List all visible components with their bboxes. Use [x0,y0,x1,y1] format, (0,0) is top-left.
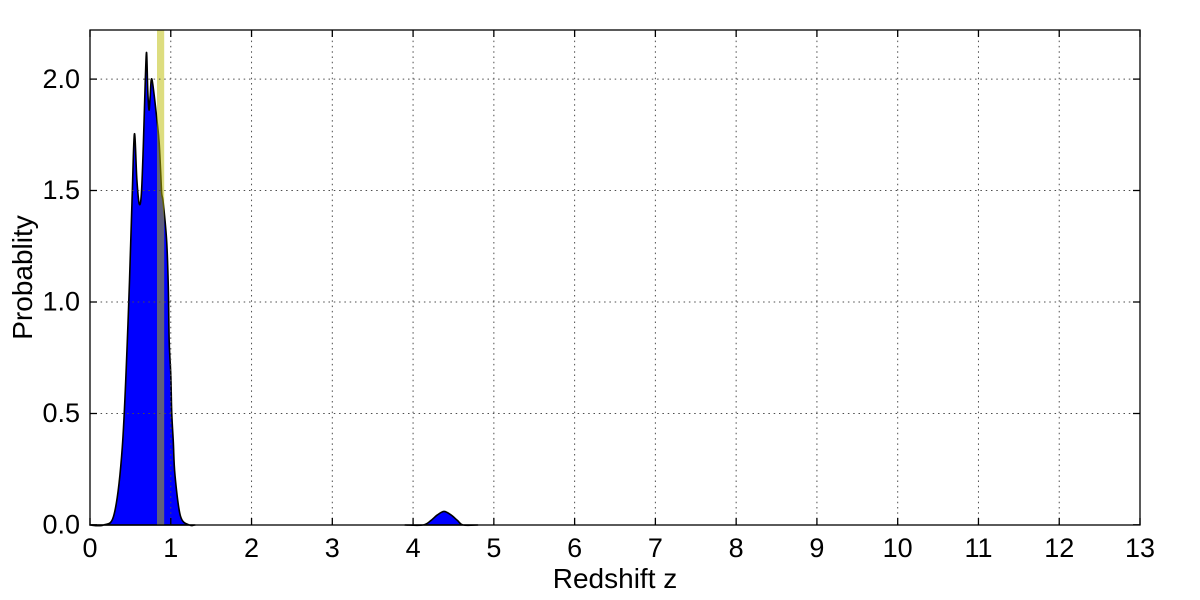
svg-text:1.5: 1.5 [42,175,80,205]
svg-text:Redshift z: Redshift z [553,563,678,594]
svg-text:5: 5 [486,533,501,563]
svg-text:Probablity: Probablity [7,215,38,340]
svg-text:10: 10 [883,533,913,563]
svg-text:3: 3 [325,533,340,563]
svg-text:11: 11 [964,533,992,563]
svg-text:13: 13 [1125,533,1155,563]
svg-text:2: 2 [244,533,259,563]
svg-text:0.0: 0.0 [42,510,80,540]
svg-text:0.5: 0.5 [42,398,80,428]
svg-text:2.0: 2.0 [42,64,80,94]
svg-text:8: 8 [729,533,744,563]
svg-text:1: 1 [163,533,178,563]
svg-text:12: 12 [1044,533,1074,563]
svg-text:1.0: 1.0 [42,287,80,317]
svg-text:0: 0 [82,533,97,563]
svg-text:7: 7 [648,533,663,563]
svg-text:6: 6 [567,533,582,563]
svg-text:9: 9 [809,533,824,563]
svg-text:4: 4 [406,533,421,563]
